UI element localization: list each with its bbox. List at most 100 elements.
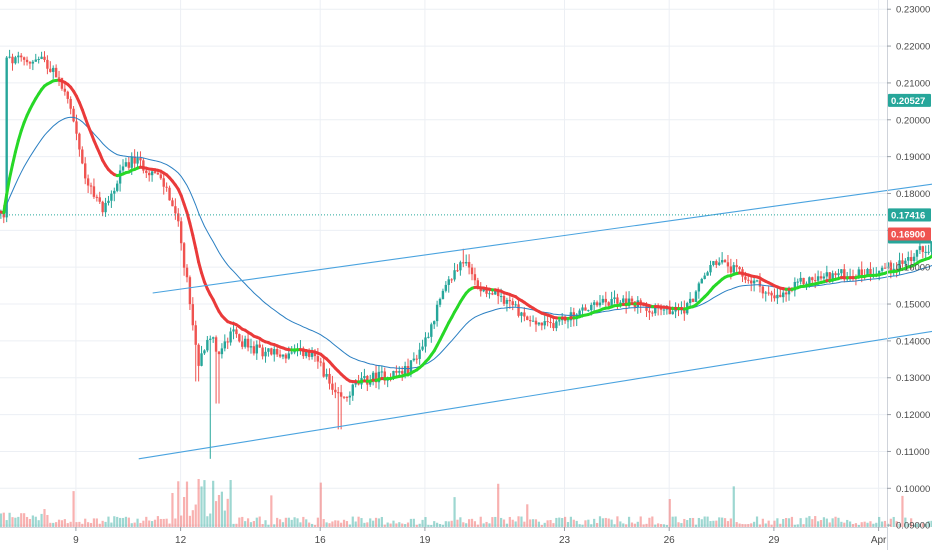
candle[interactable] xyxy=(212,337,214,338)
candle[interactable] xyxy=(107,201,109,203)
candle[interactable] xyxy=(910,257,912,261)
candle[interactable] xyxy=(698,283,700,291)
candle[interactable] xyxy=(709,265,711,272)
candle[interactable] xyxy=(811,277,813,280)
candle[interactable] xyxy=(549,322,551,323)
candle[interactable] xyxy=(154,171,156,172)
candle[interactable] xyxy=(453,270,455,279)
candle[interactable] xyxy=(264,352,266,357)
candle[interactable] xyxy=(270,348,272,354)
candle[interactable] xyxy=(767,293,769,294)
candle[interactable] xyxy=(253,346,255,353)
candle[interactable] xyxy=(599,303,601,306)
candle[interactable] xyxy=(834,273,836,275)
candle[interactable] xyxy=(331,384,333,390)
candle[interactable] xyxy=(46,60,48,69)
candle[interactable] xyxy=(20,56,22,58)
candle[interactable] xyxy=(256,345,258,354)
candle[interactable] xyxy=(119,170,121,183)
candle[interactable] xyxy=(712,261,714,265)
candle[interactable] xyxy=(125,162,127,166)
candle[interactable] xyxy=(340,392,342,396)
candle[interactable] xyxy=(395,371,397,373)
candle[interactable] xyxy=(727,262,729,266)
candle[interactable] xyxy=(558,320,560,321)
candle[interactable] xyxy=(433,321,435,324)
candle[interactable] xyxy=(471,268,473,275)
candle[interactable] xyxy=(532,321,534,322)
candle[interactable] xyxy=(381,371,383,372)
candle[interactable] xyxy=(290,352,292,353)
candle[interactable] xyxy=(218,352,220,354)
candle[interactable] xyxy=(171,200,173,206)
candle[interactable] xyxy=(276,349,278,354)
candle[interactable] xyxy=(555,321,557,328)
candle[interactable] xyxy=(770,293,772,296)
candle[interactable] xyxy=(136,158,138,164)
candle[interactable] xyxy=(762,287,764,294)
candle[interactable] xyxy=(724,260,726,262)
candle[interactable] xyxy=(151,171,153,175)
candle[interactable] xyxy=(671,311,673,314)
candle[interactable] xyxy=(334,390,336,392)
candle[interactable] xyxy=(439,299,441,305)
candle[interactable] xyxy=(474,274,476,280)
candle[interactable] xyxy=(602,299,604,303)
candle[interactable] xyxy=(160,174,162,178)
candle[interactable] xyxy=(206,340,208,350)
candle[interactable] xyxy=(663,310,665,311)
candle[interactable] xyxy=(890,263,892,271)
candle[interactable] xyxy=(157,173,159,175)
candle[interactable] xyxy=(26,60,28,62)
candle[interactable] xyxy=(32,62,34,64)
candle[interactable] xyxy=(703,276,705,279)
candle[interactable] xyxy=(110,194,112,201)
candle[interactable] xyxy=(616,297,618,303)
candle[interactable] xyxy=(113,191,115,194)
candle[interactable] xyxy=(526,317,528,320)
candle[interactable] xyxy=(145,171,147,173)
candle[interactable] xyxy=(197,345,199,366)
candle[interactable] xyxy=(578,311,580,315)
candle[interactable] xyxy=(224,341,226,348)
candle[interactable] xyxy=(11,57,13,64)
candle[interactable] xyxy=(567,320,569,321)
candle[interactable] xyxy=(17,56,19,58)
candle[interactable] xyxy=(587,310,589,311)
candle[interactable] xyxy=(23,57,25,60)
candle[interactable] xyxy=(820,276,822,278)
candle[interactable] xyxy=(148,173,150,175)
candle[interactable] xyxy=(430,324,432,337)
candle[interactable] xyxy=(785,293,787,295)
candle[interactable] xyxy=(209,339,211,340)
candle[interactable] xyxy=(584,307,586,310)
candle[interactable] xyxy=(139,158,141,160)
candle[interactable] xyxy=(58,77,60,78)
candle[interactable] xyxy=(512,301,514,305)
candle[interactable] xyxy=(648,311,650,313)
candle[interactable] xyxy=(718,262,720,264)
candle[interactable] xyxy=(186,268,188,278)
candle[interactable] xyxy=(99,197,101,201)
candle[interactable] xyxy=(581,307,583,310)
candle[interactable] xyxy=(919,246,921,250)
candle[interactable] xyxy=(514,304,516,305)
candle[interactable] xyxy=(165,187,167,188)
candle[interactable] xyxy=(517,304,519,315)
candle[interactable] xyxy=(96,197,98,198)
candle[interactable] xyxy=(195,325,197,345)
candle[interactable] xyxy=(279,354,281,356)
candle[interactable] xyxy=(424,337,426,346)
candle[interactable] xyxy=(238,334,240,341)
candle[interactable] xyxy=(404,366,406,374)
candle[interactable] xyxy=(418,350,420,359)
candle[interactable] xyxy=(916,250,918,257)
candle[interactable] xyxy=(590,305,592,310)
candle[interactable] xyxy=(69,99,71,109)
candle[interactable] xyxy=(282,355,284,357)
candle[interactable] xyxy=(468,262,470,268)
candle[interactable] xyxy=(285,355,287,359)
candle[interactable] xyxy=(735,265,737,267)
